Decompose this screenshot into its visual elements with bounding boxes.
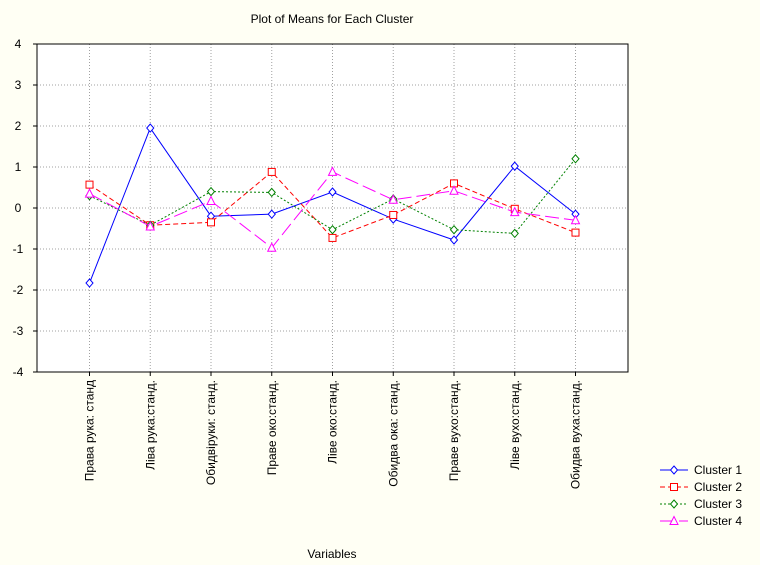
- x-tick-label: Праве око:станд.: [265, 380, 279, 475]
- marker: [267, 167, 276, 176]
- y-tick-label: 1: [15, 160, 22, 174]
- marker: [669, 465, 679, 475]
- x-tick-label: Обидва ока: станд.: [386, 380, 400, 487]
- marker: [449, 235, 459, 245]
- x-tick-label: Обидва вуха:станд.: [569, 380, 583, 489]
- chart-title: Plot of Means for Each Cluster: [251, 12, 414, 26]
- y-tick-label: 3: [15, 78, 22, 92]
- marker: [510, 161, 519, 171]
- marker: [84, 188, 95, 198]
- marker: [669, 499, 679, 509]
- marker: [85, 180, 94, 189]
- marker: [206, 195, 216, 206]
- y-tick-label: 2: [15, 119, 22, 133]
- marker: [327, 166, 338, 176]
- x-tick-label: Ліва рука:станд.: [143, 380, 157, 470]
- x-tick-label: Обидвіруки: станд.: [204, 380, 218, 485]
- y-tick-label: -3: [13, 324, 24, 338]
- marker: [328, 187, 337, 197]
- y-tick-label: -4: [13, 365, 24, 379]
- marker: [570, 214, 581, 225]
- marker: [449, 224, 459, 235]
- marker: [571, 154, 580, 164]
- legend-label: Cluster 1: [694, 463, 742, 477]
- marker: [267, 209, 276, 219]
- y-tick-label: 0: [15, 201, 22, 215]
- legend-label: Cluster 2: [694, 480, 742, 494]
- x-axis-label: Variables: [307, 547, 356, 561]
- marker: [145, 220, 156, 231]
- marker: [266, 242, 277, 252]
- plot-border: [36, 43, 629, 373]
- marker: [388, 194, 399, 204]
- y-tick-label: -1: [13, 242, 24, 256]
- marker: [267, 187, 276, 198]
- marker: [207, 218, 215, 227]
- x-tick-label: Права рука: станд: [83, 380, 97, 481]
- marker: [328, 224, 337, 235]
- legend-label: Cluster 3: [694, 497, 742, 511]
- y-tick-label: -2: [13, 283, 24, 297]
- x-tick-label: Праве вухо:станд.: [447, 380, 461, 481]
- marker: [571, 228, 580, 237]
- marker: [146, 123, 155, 133]
- x-tick-label: Ліве око:станд.: [326, 380, 340, 464]
- marker: [449, 185, 459, 195]
- marker: [669, 515, 679, 525]
- plot-area: [37, 44, 628, 372]
- marker: [328, 233, 337, 242]
- y-tick-label: 4: [15, 37, 22, 51]
- marker: [85, 278, 94, 288]
- marker: [509, 206, 520, 217]
- marker: [389, 210, 398, 219]
- x-tick-label: Ліве вухо:станд.: [508, 380, 522, 470]
- legend-label: Cluster 4: [694, 514, 742, 528]
- marker: [510, 228, 519, 239]
- marker: [670, 483, 678, 491]
